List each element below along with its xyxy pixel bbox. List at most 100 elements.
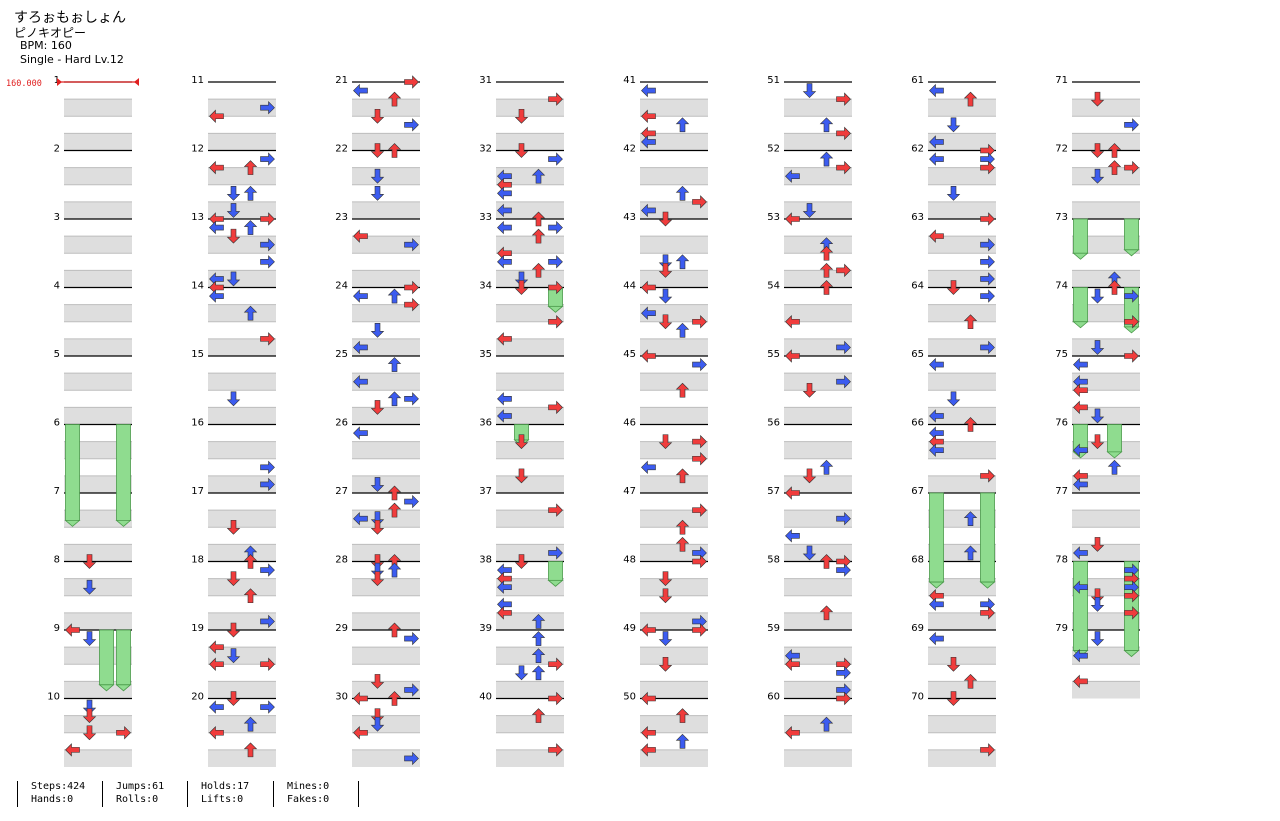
step-arrow: [226, 571, 241, 587]
beat-stripe: [352, 749, 420, 767]
step-arrow: [641, 349, 656, 363]
beat-stripe: [208, 304, 276, 322]
step-arrow: [260, 152, 275, 166]
step-arrow: [404, 237, 419, 252]
measure-number: 32: [479, 144, 492, 155]
measure-number: 73: [1055, 212, 1068, 223]
step-arrow: [819, 716, 834, 732]
beat-stripe: [784, 578, 852, 596]
step-arrow: [819, 117, 834, 133]
beat-stripe: [784, 99, 852, 117]
step-arrow: [785, 349, 800, 363]
measure: 11: [191, 75, 276, 151]
beat-stripe: [640, 236, 708, 254]
step-chart: 1234567891011121314151617181920212223242…: [6, 75, 1140, 767]
beat-stripe: [640, 99, 708, 117]
step-arrow: [980, 469, 995, 483]
step-arrow: [980, 289, 995, 303]
beat-stripe: [640, 612, 708, 630]
step-arrow: [802, 203, 817, 218]
beat-stripe: [64, 715, 132, 733]
measure-number: 65: [911, 349, 924, 360]
measure: 75: [1055, 349, 1140, 425]
step-arrow: [531, 228, 546, 244]
beat-stripe: [1072, 510, 1140, 528]
measure-number: 13: [191, 212, 204, 223]
measure: 25: [335, 349, 420, 425]
step-arrow: [370, 554, 385, 569]
step-arrow: [370, 571, 385, 587]
measure: 46: [623, 418, 708, 493]
measure-number: 45: [623, 349, 636, 360]
step-arrow: [785, 169, 800, 183]
measure-number: 37: [479, 486, 492, 497]
step-arrow: [946, 691, 961, 706]
step-arrow: [514, 271, 529, 287]
measure: 18: [191, 555, 276, 630]
measure-number: 20: [191, 692, 204, 703]
hold-end: [64, 520, 81, 527]
beat-stripe: [352, 304, 420, 322]
beat-stripe: [928, 441, 996, 459]
step-arrow: [641, 280, 656, 295]
measure: 9: [54, 623, 132, 699]
step-arrow: [675, 322, 690, 338]
step-arrow: [497, 203, 512, 218]
step-arrow: [548, 280, 563, 295]
beat-stripe: [784, 681, 852, 699]
step-arrow: [404, 392, 419, 406]
hold-body: [116, 629, 131, 686]
step-arrow: [980, 212, 995, 226]
measure: 43: [623, 212, 708, 288]
measure-number: 39: [479, 623, 492, 634]
step-arrow: [370, 143, 385, 158]
hold-body: [980, 492, 995, 583]
beat-stripe: [208, 99, 276, 117]
step-arrow: [785, 212, 800, 226]
beat-stripe: [928, 304, 996, 322]
beat-stripe: [640, 578, 708, 596]
step-arrow: [802, 83, 817, 98]
step-arrow: [980, 272, 995, 286]
beat-stripe: [640, 544, 708, 562]
beat-stripe: [640, 373, 708, 391]
beat-stripe: [928, 749, 996, 767]
measure: 3: [54, 212, 132, 288]
measure-number: 69: [911, 623, 924, 634]
measure-number: 16: [191, 418, 204, 429]
step-arrow: [514, 434, 529, 450]
beat-stripe: [496, 167, 564, 185]
step-arrow: [963, 545, 978, 561]
step-arrow: [260, 614, 275, 629]
measure-number: 79: [1055, 623, 1068, 634]
step-arrow: [404, 297, 419, 312]
beat-stripe: [352, 133, 420, 151]
step-arrow: [370, 477, 385, 492]
beat-stripe: [1072, 201, 1140, 219]
step-arrow: [946, 280, 961, 295]
step-arrow: [1090, 631, 1105, 646]
step-arrow: [1073, 546, 1088, 560]
beat-stripe: [784, 475, 852, 493]
measure: 55: [767, 349, 852, 425]
step-arrow: [675, 519, 690, 535]
beat-stripe: [208, 338, 276, 356]
beat-stripe: [1072, 338, 1140, 356]
step-arrow: [641, 460, 656, 475]
beat-stripe: [784, 647, 852, 665]
beat-stripe: [208, 133, 276, 151]
step-arrow: [929, 631, 944, 646]
step-arrow: [353, 229, 368, 243]
beat-stripe: [496, 544, 564, 562]
step-arrow: [353, 340, 368, 355]
hold-body: [99, 629, 114, 686]
measure-number: 29: [335, 623, 348, 634]
beat-stripe: [784, 270, 852, 288]
measure-number: 44: [623, 281, 636, 292]
beat-stripe: [64, 236, 132, 254]
measure-number: 24: [335, 281, 348, 292]
step-arrow: [929, 357, 944, 372]
step-arrow: [226, 622, 241, 638]
measure: 62: [911, 144, 996, 219]
step-arrow: [260, 237, 275, 252]
